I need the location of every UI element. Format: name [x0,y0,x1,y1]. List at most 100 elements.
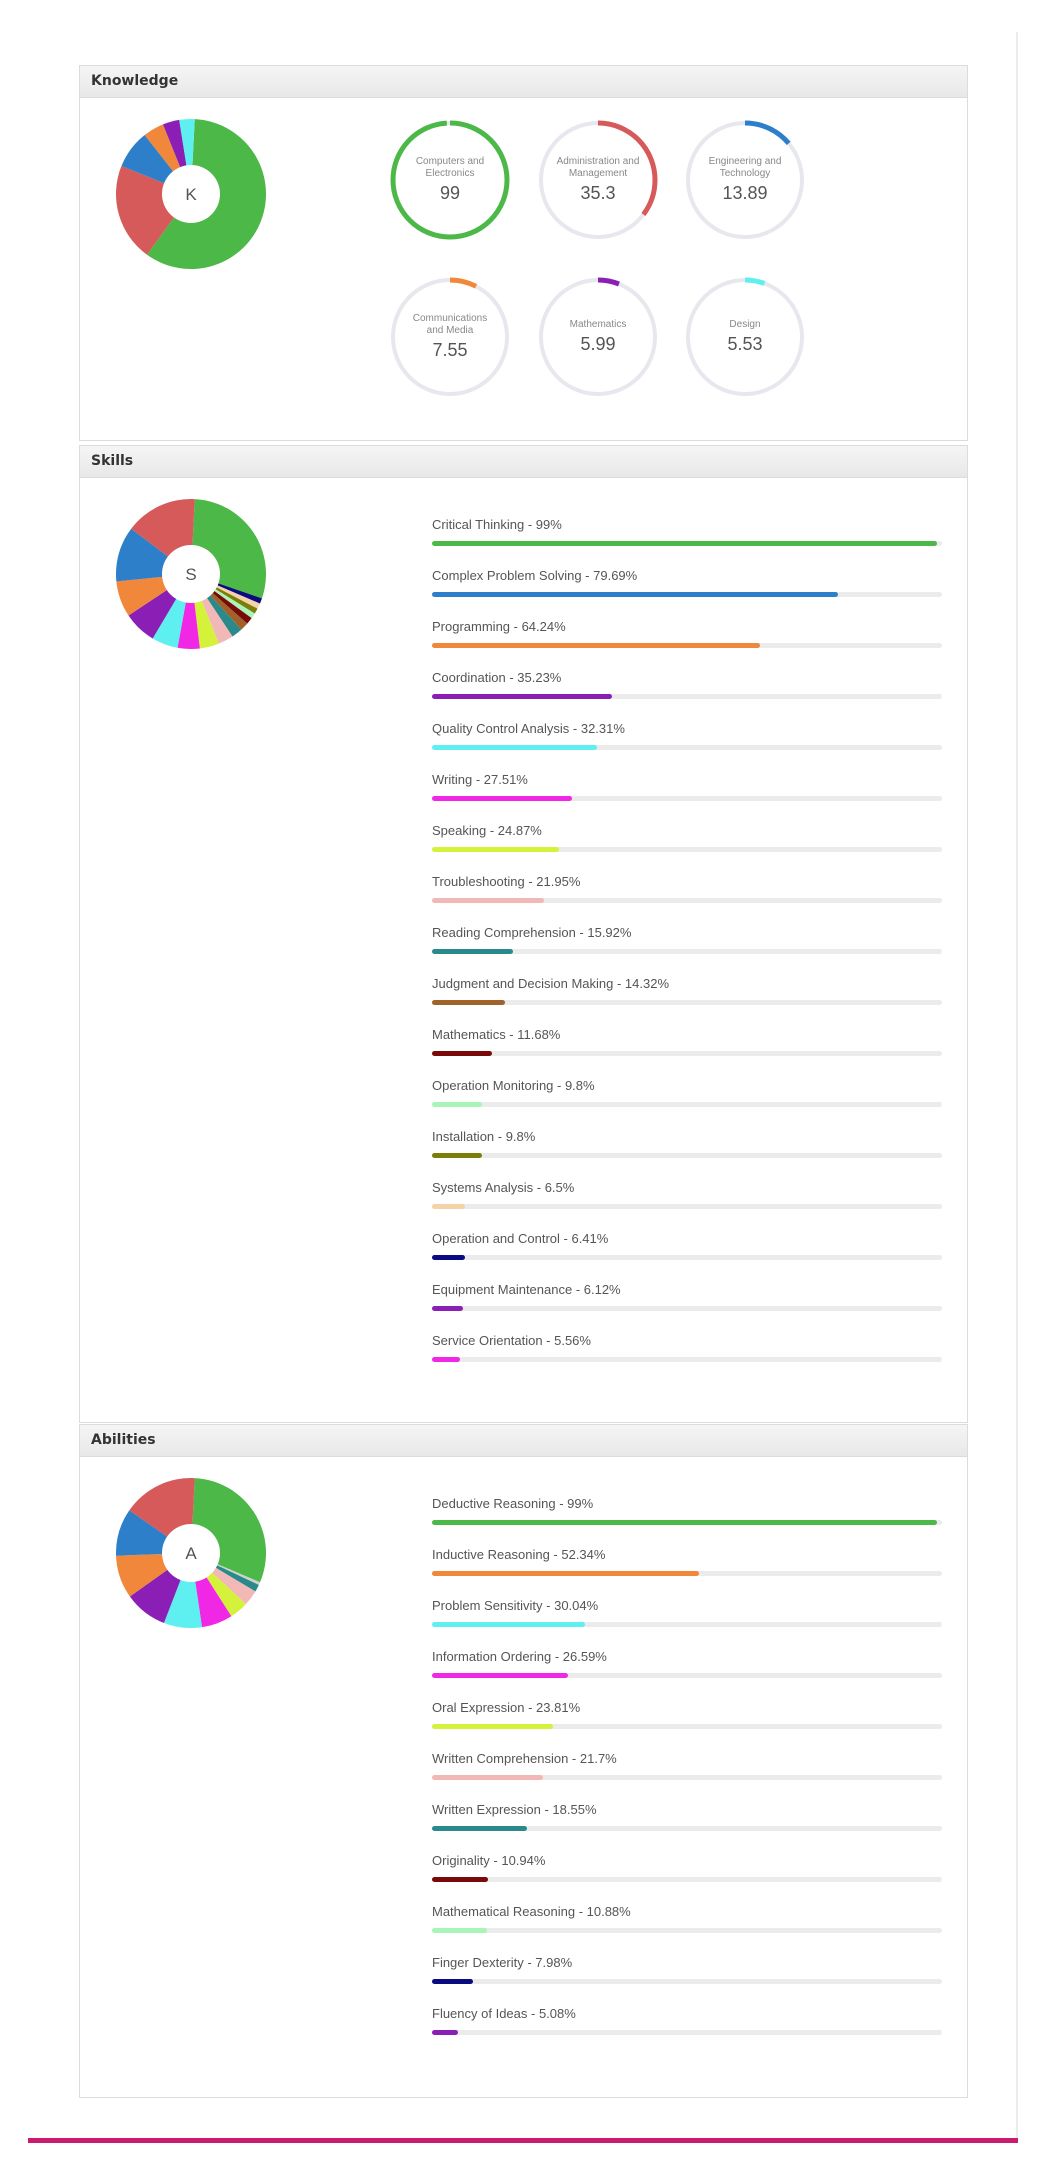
bar-label: Originality - 10.94% [432,1853,546,1868]
bar-label: Written Expression - 18.55% [432,1802,597,1817]
bar-track [432,1826,942,1831]
bar-fill [432,1000,506,1005]
bar-row[interactable]: Quality Control Analysis - 32.31% [426,721,986,772]
bar-row[interactable]: Written Comprehension - 21.7% [426,1751,986,1802]
bar-fill [432,1102,482,1107]
bar-row[interactable]: Speaking - 24.87% [426,823,986,874]
bar-row[interactable]: Critical Thinking - 99% [426,517,986,568]
ring-label: Design [729,319,761,330]
bar-label: Inductive Reasoning - 52.34% [432,1547,606,1562]
pie-center-letter: A [185,1544,197,1563]
bar-fill [432,796,573,801]
bar-track [432,796,942,801]
bar-track [432,592,942,597]
bar-row[interactable]: Oral Expression - 23.81% [426,1700,986,1751]
ring-text: Administration and Management 35.3 [537,119,659,241]
ring-progress [685,120,805,240]
bar-label: Programming - 64.24% [432,619,566,634]
ring-gauge [685,277,805,397]
bar-fill [432,1877,488,1882]
bar-fill [432,592,839,597]
bar-label: Troubleshooting - 21.95% [432,874,581,889]
bar-fill [432,541,937,546]
ring-label: Computers and Electronics [415,156,485,179]
bar-fill [432,1826,527,1831]
abilities-pie-chart[interactable]: A [116,1478,266,1628]
bar-row[interactable]: Equipment Maintenance - 6.12% [426,1282,986,1333]
bar-row[interactable]: Operation Monitoring - 9.8% [426,1078,986,1129]
abilities-header: Abilities [80,1425,967,1457]
bar-row[interactable]: Mathematics - 11.68% [426,1027,986,1078]
ring-gauge [390,120,510,240]
bar-track [432,1000,942,1005]
bar-track [432,1153,942,1158]
ring-gauge [390,277,510,397]
knowledge-pie-chart[interactable]: K [116,119,266,269]
knowledge-ring[interactable]: Administration and Management 35.3 [537,119,659,241]
bar-track [432,1979,942,1984]
bar-label: Critical Thinking - 99% [432,517,562,532]
bar-label: Oral Expression - 23.81% [432,1700,581,1715]
ring-text: Computers and Electronics 99 [389,119,511,241]
bar-row[interactable]: Troubleshooting - 21.95% [426,874,986,925]
knowledge-ring[interactable]: Design 5.53 [684,276,806,398]
bar-row[interactable]: Systems Analysis - 6.5% [426,1180,986,1231]
bar-label: Problem Sensitivity - 30.04% [432,1598,599,1613]
bar-row[interactable]: Complex Problem Solving - 79.69% [426,568,986,619]
pie-center [162,545,220,603]
bar-track [432,2030,942,2035]
bar-label: Service Orientation - 5.56% [432,1333,591,1348]
bar-row[interactable]: Coordination - 35.23% [426,670,986,721]
knowledge-ring[interactable]: Computers and Electronics 99 [389,119,511,241]
ring-label: Engineering and Technology [708,156,782,179]
ring-progress [685,277,805,397]
bar-row[interactable]: Installation - 9.8% [426,1129,986,1180]
bar-row[interactable]: Writing - 27.51% [426,772,986,823]
bar-label: Mathematics - 11.68% [432,1027,561,1042]
bar-row[interactable]: Fluency of Ideas - 5.08% [426,2006,986,2057]
pie-slice[interactable] [177,574,200,649]
bar-fill [432,1979,473,1984]
bar-row[interactable]: Deductive Reasoning - 99% [426,1496,986,1547]
knowledge-ring[interactable]: Engineering and Technology 13.89 [684,119,806,241]
bottom-accent-line [28,2138,1018,2143]
skills-pie-chart[interactable]: S [116,499,266,649]
bar-row[interactable]: Judgment and Decision Making - 14.32% [426,976,986,1027]
ring-progress [390,277,510,397]
bar-label: Written Comprehension - 21.7% [432,1751,617,1766]
bar-label: Reading Comprehension - 15.92% [432,925,632,940]
bar-row[interactable]: Inductive Reasoning - 52.34% [426,1547,986,1598]
bar-row[interactable]: Operation and Control - 6.41% [426,1231,986,1282]
bar-fill [432,847,559,852]
bar-label: Operation and Control - 6.41% [432,1231,609,1246]
bar-row[interactable]: Mathematical Reasoning - 10.88% [426,1904,986,1955]
bar-row[interactable]: Finger Dexterity - 7.98% [426,1955,986,2006]
ring-text: Communications and Media 7.55 [389,276,511,398]
bar-track [432,1673,942,1678]
bar-row[interactable]: Reading Comprehension - 15.92% [426,925,986,976]
bar-fill [432,1571,699,1576]
bar-fill [432,694,612,699]
bar-row[interactable]: Problem Sensitivity - 30.04% [426,1598,986,1649]
knowledge-ring[interactable]: Mathematics 5.99 [537,276,659,398]
bar-track [432,643,942,648]
bar-row[interactable]: Information Ordering - 26.59% [426,1649,986,1700]
bar-track [432,1775,942,1780]
ring-value: 5.99 [580,334,616,354]
bar-fill [432,1775,543,1780]
bar-row[interactable]: Service Orientation - 5.56% [426,1333,986,1384]
knowledge-ring[interactable]: Communications and Media 7.55 [389,276,511,398]
bar-row[interactable]: Programming - 64.24% [426,619,986,670]
bar-track [432,1306,942,1311]
bar-fill [432,1051,492,1056]
bar-label: Equipment Maintenance - 6.12% [432,1282,621,1297]
bar-row[interactable]: Originality - 10.94% [426,1853,986,1904]
pie-center [162,1524,220,1582]
skills-panel: Skills S Critical Thinking - 99% Complex … [79,445,968,1423]
bar-fill [432,949,514,954]
ring-progress [538,277,658,397]
ring-gauge [685,120,805,240]
bar-track [432,1877,942,1882]
bar-row[interactable]: Written Expression - 18.55% [426,1802,986,1853]
skills-header: Skills [80,446,967,478]
